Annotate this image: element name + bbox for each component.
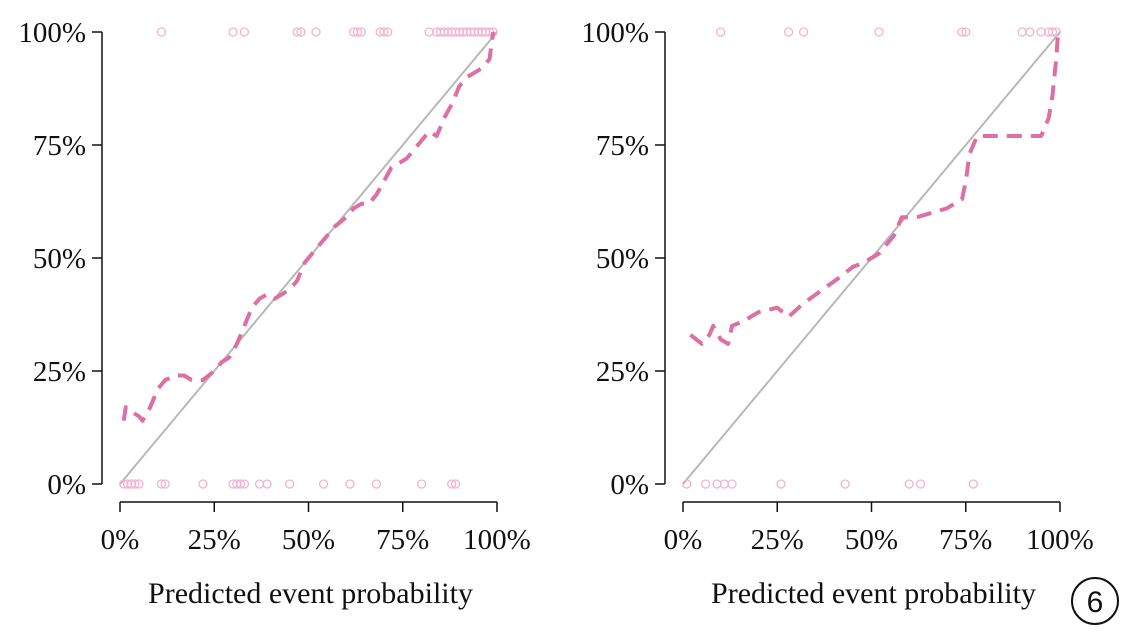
x-tick-label: 50% — [282, 524, 335, 556]
x-tick-label: 75% — [376, 524, 429, 556]
x-axis-title: Predicted event probability — [148, 577, 473, 610]
x-tick-label: 75% — [939, 524, 992, 556]
x-axis-title: Predicted event probability — [711, 577, 1036, 610]
rug-point-bottom — [130, 479, 140, 489]
figure-number-badge: 6 — [1071, 577, 1119, 625]
y-tick-label: 25% — [33, 356, 86, 388]
rug-point-bottom — [450, 479, 461, 489]
rug-point-bottom — [160, 479, 170, 489]
rug-point-top — [961, 27, 971, 37]
rug-point-bottom — [915, 479, 926, 489]
rug-point-top — [957, 27, 967, 37]
rug-point-bottom — [682, 479, 692, 489]
y-tick-label: 50% — [33, 243, 86, 275]
rug-point-bottom — [727, 479, 737, 489]
rug-point-top — [424, 27, 434, 37]
calibration-curve — [121, 31, 496, 423]
x-tick-label: 100% — [1026, 524, 1094, 556]
rug-point-bottom — [776, 479, 786, 489]
rug-point-top — [239, 27, 250, 37]
rug-point-bottom — [134, 479, 144, 489]
rug-point-bottom — [198, 479, 208, 489]
rug-point-top — [798, 27, 809, 37]
rug-point-bottom — [235, 479, 246, 489]
rug-point-bottom — [712, 479, 722, 489]
rug-point-bottom — [345, 479, 355, 489]
rug-point-top — [484, 27, 495, 37]
x-tick-label: 25% — [751, 524, 804, 556]
rug-point-bottom — [719, 479, 730, 489]
calibration-plot-left: 0% 25% 50% 75% 100% 0% 25% 50% 75% 100% Predicted … — [18, 17, 531, 610]
rug-point-bottom — [904, 479, 914, 489]
rug-point-top — [228, 27, 238, 37]
rug-point-bottom — [371, 479, 382, 489]
rug-point-top — [356, 27, 366, 37]
x-tick-label: 0% — [664, 524, 703, 556]
y-tick-label: 100% — [18, 17, 86, 49]
rug-point-top — [296, 27, 306, 37]
y-tick-label: 50% — [596, 243, 649, 275]
rug-point-bottom — [968, 479, 978, 489]
badge-number: 6 — [1087, 586, 1104, 619]
rug-point-bottom — [239, 479, 250, 489]
rug-point-top — [352, 27, 363, 37]
rug-point-top — [874, 27, 884, 37]
x-tick-label: 50% — [845, 524, 898, 556]
y-tick-label: 75% — [33, 130, 86, 162]
x-tick-label: 25% — [188, 524, 241, 556]
y-tick-label: 0% — [47, 469, 86, 501]
x-tick-label: 0% — [101, 524, 140, 556]
rug-point-top — [379, 27, 389, 37]
rug-point-top — [1036, 27, 1046, 37]
rug-point-bottom — [284, 479, 295, 489]
y-tick-label: 0% — [610, 469, 649, 501]
rug-point-top — [716, 27, 726, 37]
rug-point-bottom — [447, 479, 457, 489]
rug-point-top — [311, 27, 321, 37]
rug-point-top — [156, 27, 167, 37]
rug-point-bottom — [318, 479, 329, 489]
calibration-plot-right: 0% 25% 50% 75% 100% 0% 25% 50% 75% 100% Predicted … — [581, 17, 1094, 610]
rug-point-top — [1017, 27, 1027, 37]
x-tick-label: 100% — [463, 524, 531, 556]
calibration-curve — [689, 31, 1061, 346]
rug-point-bottom — [416, 479, 427, 489]
rug-point-top — [292, 27, 302, 37]
rug-point-top — [783, 27, 794, 37]
rug-point-bottom — [262, 479, 272, 489]
rug-point-bottom — [254, 479, 265, 489]
badge-circle — [1071, 577, 1119, 625]
rug-point-top — [1051, 27, 1061, 37]
rug-point-top — [383, 27, 393, 37]
rug-point-bottom — [840, 479, 850, 489]
y-tick-label: 75% — [596, 130, 649, 162]
y-tick-label: 100% — [581, 17, 649, 49]
rug-point-top — [1025, 27, 1035, 37]
rug-point-top — [1047, 27, 1058, 37]
rug-point-bottom — [156, 479, 167, 489]
y-tick-label: 25% — [596, 356, 649, 388]
rug-point-bottom — [700, 479, 711, 489]
